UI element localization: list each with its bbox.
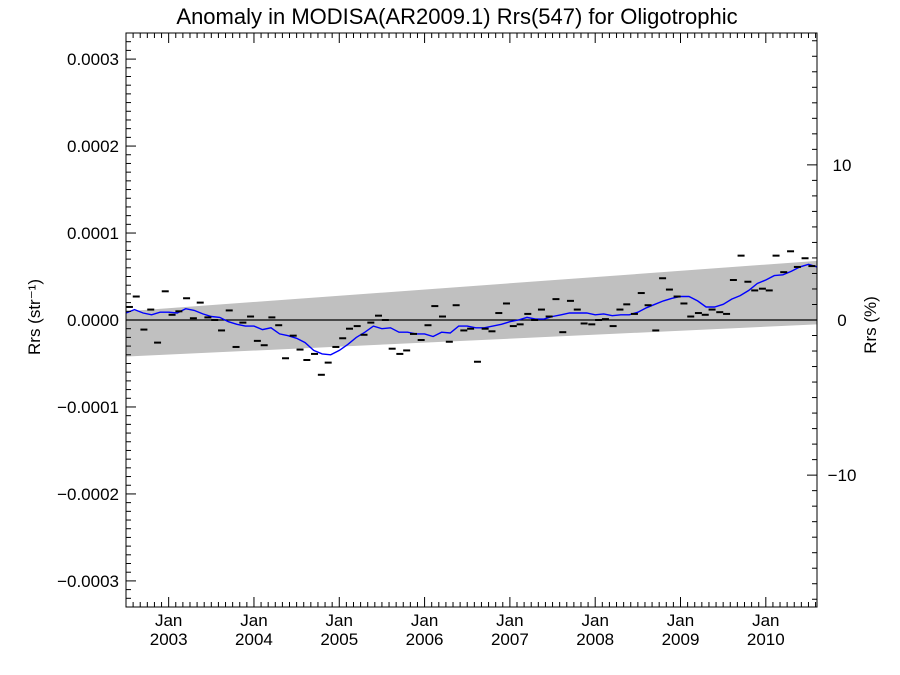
x-axis: Jan2003Jan2004Jan2005Jan2006Jan2007Jan20… [125,33,817,649]
x-tick-month: Jan [667,611,694,630]
chart-title: Anomaly in MODISA(AR2009.1) Rrs(547) for… [176,4,737,29]
y-axis-left-label: Rrs (str⁻¹) [25,279,44,355]
x-tick-year: 2006 [406,630,444,649]
x-tick-year: 2004 [235,630,273,649]
y-right-tick-label: −10 [828,466,857,485]
y-axis-right-label: Rrs (%) [861,296,880,354]
y-axis-right: 10 0 −10 [807,40,857,600]
x-tick-month: Jan [326,611,353,630]
running-mean-line [126,263,817,356]
y-right-tick-label: 0 [837,311,846,330]
y-left-tick-label: −0.0003 [57,572,119,591]
y-left-tick-label: 0.0001 [67,224,119,243]
y-left-tick-label: 0.0003 [67,50,119,69]
x-tick-month: Jan [411,611,438,630]
x-tick-year: 2007 [491,630,529,649]
plot-content [126,250,817,376]
y-left-tick-label: 0.0000 [67,311,119,330]
plot-area [125,32,818,608]
y-left-tick-label: −0.0002 [57,485,119,504]
trend-band [126,260,817,357]
x-tick-year: 2003 [150,630,188,649]
x-tick-month: Jan [496,611,523,630]
x-tick-year: 2008 [576,630,614,649]
x-tick-year: 2009 [662,630,700,649]
x-tick-month: Jan [155,611,182,630]
x-tick-month: Jan [240,611,267,630]
y-axis-left: 0.0003 0.0002 0.0001 0.0000 −0.0001 −0.0002 −0… [57,32,136,608]
x-tick-month: Jan [752,611,779,630]
x-tick-month: Jan [581,611,608,630]
x-tick-year: 2010 [747,630,785,649]
y-left-tick-label: −0.0001 [57,398,119,417]
y-right-tick-label: 10 [833,156,852,175]
y-left-tick-label: 0.0002 [67,137,119,156]
x-tick-year: 2005 [320,630,358,649]
